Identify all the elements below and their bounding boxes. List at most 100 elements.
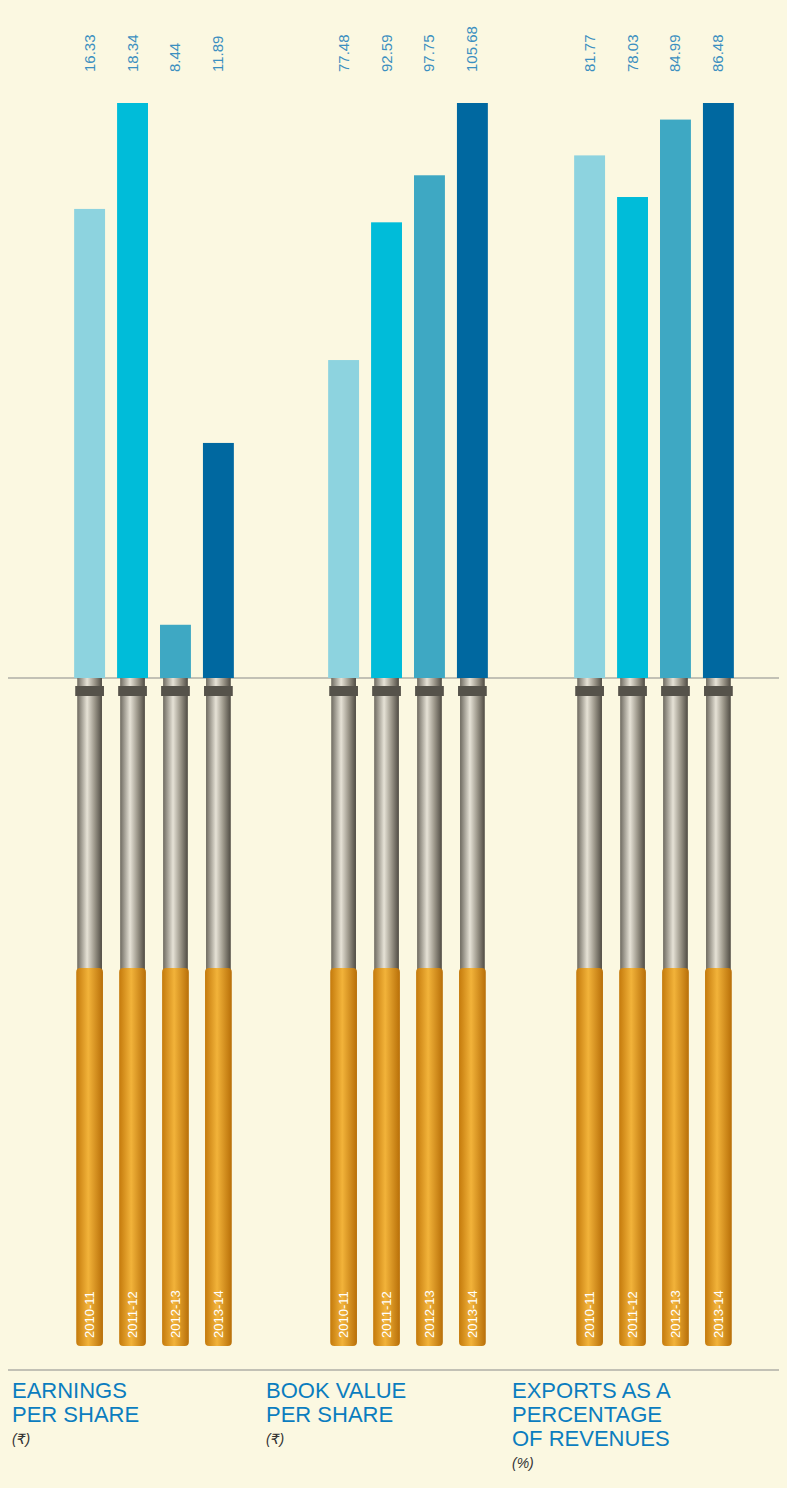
x-tick-label: 2011-12 xyxy=(625,1291,640,1338)
x-axis: 2010-11 2011-12 2012-13 2013-14 xyxy=(336,678,480,1338)
data-label: 11.89 xyxy=(209,36,226,72)
panel-title: BOOK VALUEPER SHARE xyxy=(266,1378,406,1427)
title-line: EXPORTS AS A xyxy=(512,1378,671,1403)
panel: 16.33 18.34 8.44 11.89 2010-11 2011-12 2012-13… xyxy=(12,34,234,1447)
brush-crimp xyxy=(372,686,401,696)
x-tick-label: 2010-11 xyxy=(336,1291,351,1338)
brush-handle xyxy=(76,968,103,1346)
brush-ferrule xyxy=(77,678,102,978)
bar xyxy=(457,103,488,678)
data-label: 92.59 xyxy=(378,34,395,72)
title-line: EARNINGS xyxy=(12,1378,127,1403)
brush-crimp xyxy=(575,686,604,696)
x-tick-label: 2012-13 xyxy=(422,1290,437,1338)
brush-handle xyxy=(705,968,732,1346)
brush-ferrule xyxy=(460,678,485,978)
bar xyxy=(703,103,734,678)
chart-svg: 16.33 18.34 8.44 11.89 2010-11 2011-12 2012-13… xyxy=(0,0,787,1488)
brush-ferrule xyxy=(120,678,145,978)
bar xyxy=(203,443,234,678)
data-label: 97.75 xyxy=(420,34,437,72)
brush-handles xyxy=(329,678,487,1346)
brush-crimp xyxy=(161,686,190,696)
bar xyxy=(117,103,148,678)
data-labels: 77.48 92.59 97.75 105.68 xyxy=(335,26,481,72)
panel-subtitle: (₹) xyxy=(266,1431,284,1447)
title-line: PER SHARE xyxy=(266,1402,393,1427)
data-label: 18.34 xyxy=(124,34,141,72)
brush-ferrule xyxy=(620,678,645,978)
panel-subtitle: (₹) xyxy=(12,1431,30,1447)
x-tick-label: 2010-11 xyxy=(582,1291,597,1338)
data-labels: 16.33 18.34 8.44 11.89 xyxy=(81,34,227,72)
x-tick-label: 2013-14 xyxy=(211,1290,226,1338)
brush-crimp xyxy=(618,686,647,696)
brush-handle xyxy=(330,968,357,1346)
brush-crimp xyxy=(415,686,444,696)
title-line: PER SHARE xyxy=(12,1402,139,1427)
title-line: BOOK VALUE xyxy=(266,1378,406,1403)
bar xyxy=(414,175,445,678)
bar xyxy=(660,120,691,678)
brush-handle xyxy=(205,968,232,1346)
x-tick-label: 2012-13 xyxy=(168,1290,183,1338)
brush-crimp xyxy=(204,686,233,696)
x-tick: 2013-14 xyxy=(211,678,226,1338)
x-tick: 2013-14 xyxy=(711,678,726,1338)
data-label: 16.33 xyxy=(81,34,98,72)
brush-handles xyxy=(75,678,233,1346)
title-line: PERCENTAGE xyxy=(512,1402,662,1427)
data-label: 81.77 xyxy=(581,34,598,72)
brush-handle xyxy=(373,968,400,1346)
brush-crimp xyxy=(75,686,104,696)
bar xyxy=(617,197,648,678)
bar xyxy=(74,209,105,678)
x-tick: 2011-12 xyxy=(379,678,394,1338)
data-label: 105.68 xyxy=(463,26,480,72)
data-label: 86.48 xyxy=(709,34,726,72)
data-label: 84.99 xyxy=(666,34,683,72)
bar xyxy=(574,155,605,678)
bar xyxy=(328,360,359,678)
x-tick: 2013-14 xyxy=(465,678,480,1338)
brush-handle xyxy=(459,968,486,1346)
data-labels: 81.77 78.03 84.99 86.48 xyxy=(581,34,727,72)
panel-title: EARNINGSPER SHARE xyxy=(12,1378,139,1427)
panel-subtitle: (%) xyxy=(512,1455,534,1471)
x-tick: 2010-11 xyxy=(582,678,597,1338)
brush-crimp xyxy=(329,686,358,696)
brush-ferrule xyxy=(663,678,688,978)
brush-crimp xyxy=(661,686,690,696)
brush-crimp xyxy=(704,686,733,696)
data-label: 77.48 xyxy=(335,34,352,72)
data-label: 8.44 xyxy=(166,43,183,72)
x-axis: 2010-11 2011-12 2012-13 2013-14 xyxy=(82,678,226,1338)
x-tick: 2010-11 xyxy=(336,678,351,1338)
panel: 77.48 92.59 97.75 105.68 2010-11 2011-12 2012-… xyxy=(266,26,488,1447)
data-label: 78.03 xyxy=(624,34,641,72)
x-tick-label: 2012-13 xyxy=(668,1290,683,1338)
brush-ferrule xyxy=(706,678,731,978)
x-tick: 2010-11 xyxy=(82,678,97,1338)
bars xyxy=(574,103,734,678)
bottom-rule xyxy=(8,1369,779,1370)
x-tick: 2012-13 xyxy=(168,678,183,1338)
x-tick-label: 2011-12 xyxy=(379,1291,394,1338)
bar xyxy=(160,625,191,678)
brush-ferrule xyxy=(163,678,188,978)
title-line: OF REVENUES xyxy=(512,1426,670,1451)
brush-crimp xyxy=(458,686,487,696)
x-tick-label: 2011-12 xyxy=(125,1291,140,1338)
brush-handle xyxy=(662,968,689,1346)
brush-handle xyxy=(416,968,443,1346)
x-tick: 2011-12 xyxy=(625,678,640,1338)
x-tick: 2011-12 xyxy=(125,678,140,1338)
x-axis: 2010-11 2011-12 2012-13 2013-14 xyxy=(582,678,726,1338)
brush-ferrule xyxy=(331,678,356,978)
brush-ferrule xyxy=(206,678,231,978)
bars xyxy=(74,103,234,678)
brush-handles xyxy=(575,678,733,1346)
brush-ferrule xyxy=(577,678,602,978)
panel: 81.77 78.03 84.99 86.48 2010-11 2011-12 2012-1… xyxy=(512,34,734,1471)
brush-handle xyxy=(619,968,646,1346)
